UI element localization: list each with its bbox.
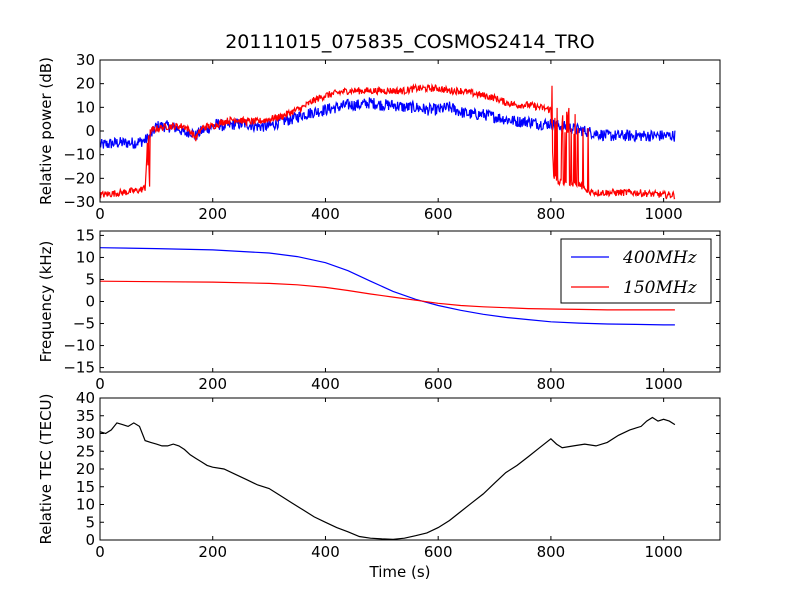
y-axis-label: Relative power (dB) [37,57,55,205]
legend-box [560,238,712,304]
series-line-2 [100,82,676,200]
y-tick-label: −15 [63,359,95,377]
subplots: 0 200 400 600 800 1000−30−20−100102030Relativ… [37,51,721,581]
y-tick-label: −10 [63,146,95,164]
x-tick-label: 0 [95,375,105,393]
x-tick-label: 1000 [645,543,683,561]
subplot-frequency: 0 200 400 600 800 1000 −15 −10 −5 0 5 10 15 Frequency… [37,226,721,393]
figure-title: 20111015_075835_COSMOS2414_TRO [225,31,595,53]
subplot-power: 0 200 400 600 800 1000 −30 −20 −10 0 10 20 30 Relativ… [37,51,721,223]
y-tick-label: 25 [76,442,95,460]
x-tick-label: 800 [537,543,566,561]
x-tick-label: 800 [537,205,566,223]
series-line-2 [100,280,675,311]
y-axis-label: Relative TEC (TECU) [37,394,55,545]
x-tick-label: 0 [95,543,105,561]
y-tick-label: 30 [76,51,95,69]
x-tick-label: 600 [424,375,453,393]
y-tick-label: −10 [63,337,95,355]
y-tick-label: 0 [85,122,95,140]
x-tick-label: 200 [198,205,227,223]
x-tick-label: 200 [198,375,227,393]
y-tick-label: 10 [76,98,95,116]
x-tick-label: 600 [424,205,453,223]
y-tick-label: 35 [76,407,95,425]
y-tick-label: 15 [76,478,95,496]
x-axis-label: Time (s) [369,563,431,581]
y-tick-label: 15 [76,226,95,244]
y-tick-label: 0 [85,531,95,549]
y-axis-label: Frequency (kHz) [37,241,55,363]
x-tick-label: 400 [311,375,340,393]
y-tick-label: 10 [76,248,95,266]
y-tick-label: −20 [63,169,95,187]
series-line-1 [100,97,676,150]
y-tick-label: 20 [76,75,95,93]
x-tick-label: 1000 [645,205,683,223]
y-tick-label: 40 [76,389,95,407]
x-tick-label: 400 [311,543,340,561]
y-tick-label: 30 [76,425,95,443]
series-line-1 [100,416,676,540]
x-tick-label: 200 [198,543,227,561]
y-tick-label: 20 [76,460,95,478]
legend-label: 150MHz [623,278,698,298]
legend-label: 400MHz [622,248,698,268]
x-tick-label: 1000 [645,375,683,393]
y-tick-label: −30 [63,193,95,211]
x-tick-label: 600 [424,543,453,561]
y-tick-label: −5 [73,315,95,333]
y-tick-label: 5 [85,513,95,531]
x-tick-label: 400 [311,205,340,223]
x-tick-label: 0 [95,205,105,223]
y-tick-label: 0 [85,293,95,311]
x-tick-label: 800 [537,375,566,393]
legend: 400MHz 150MHz [560,238,712,304]
y-tick-label: 5 [85,270,95,288]
series-line-1 [100,247,675,326]
y-tick-label: 10 [76,496,95,514]
